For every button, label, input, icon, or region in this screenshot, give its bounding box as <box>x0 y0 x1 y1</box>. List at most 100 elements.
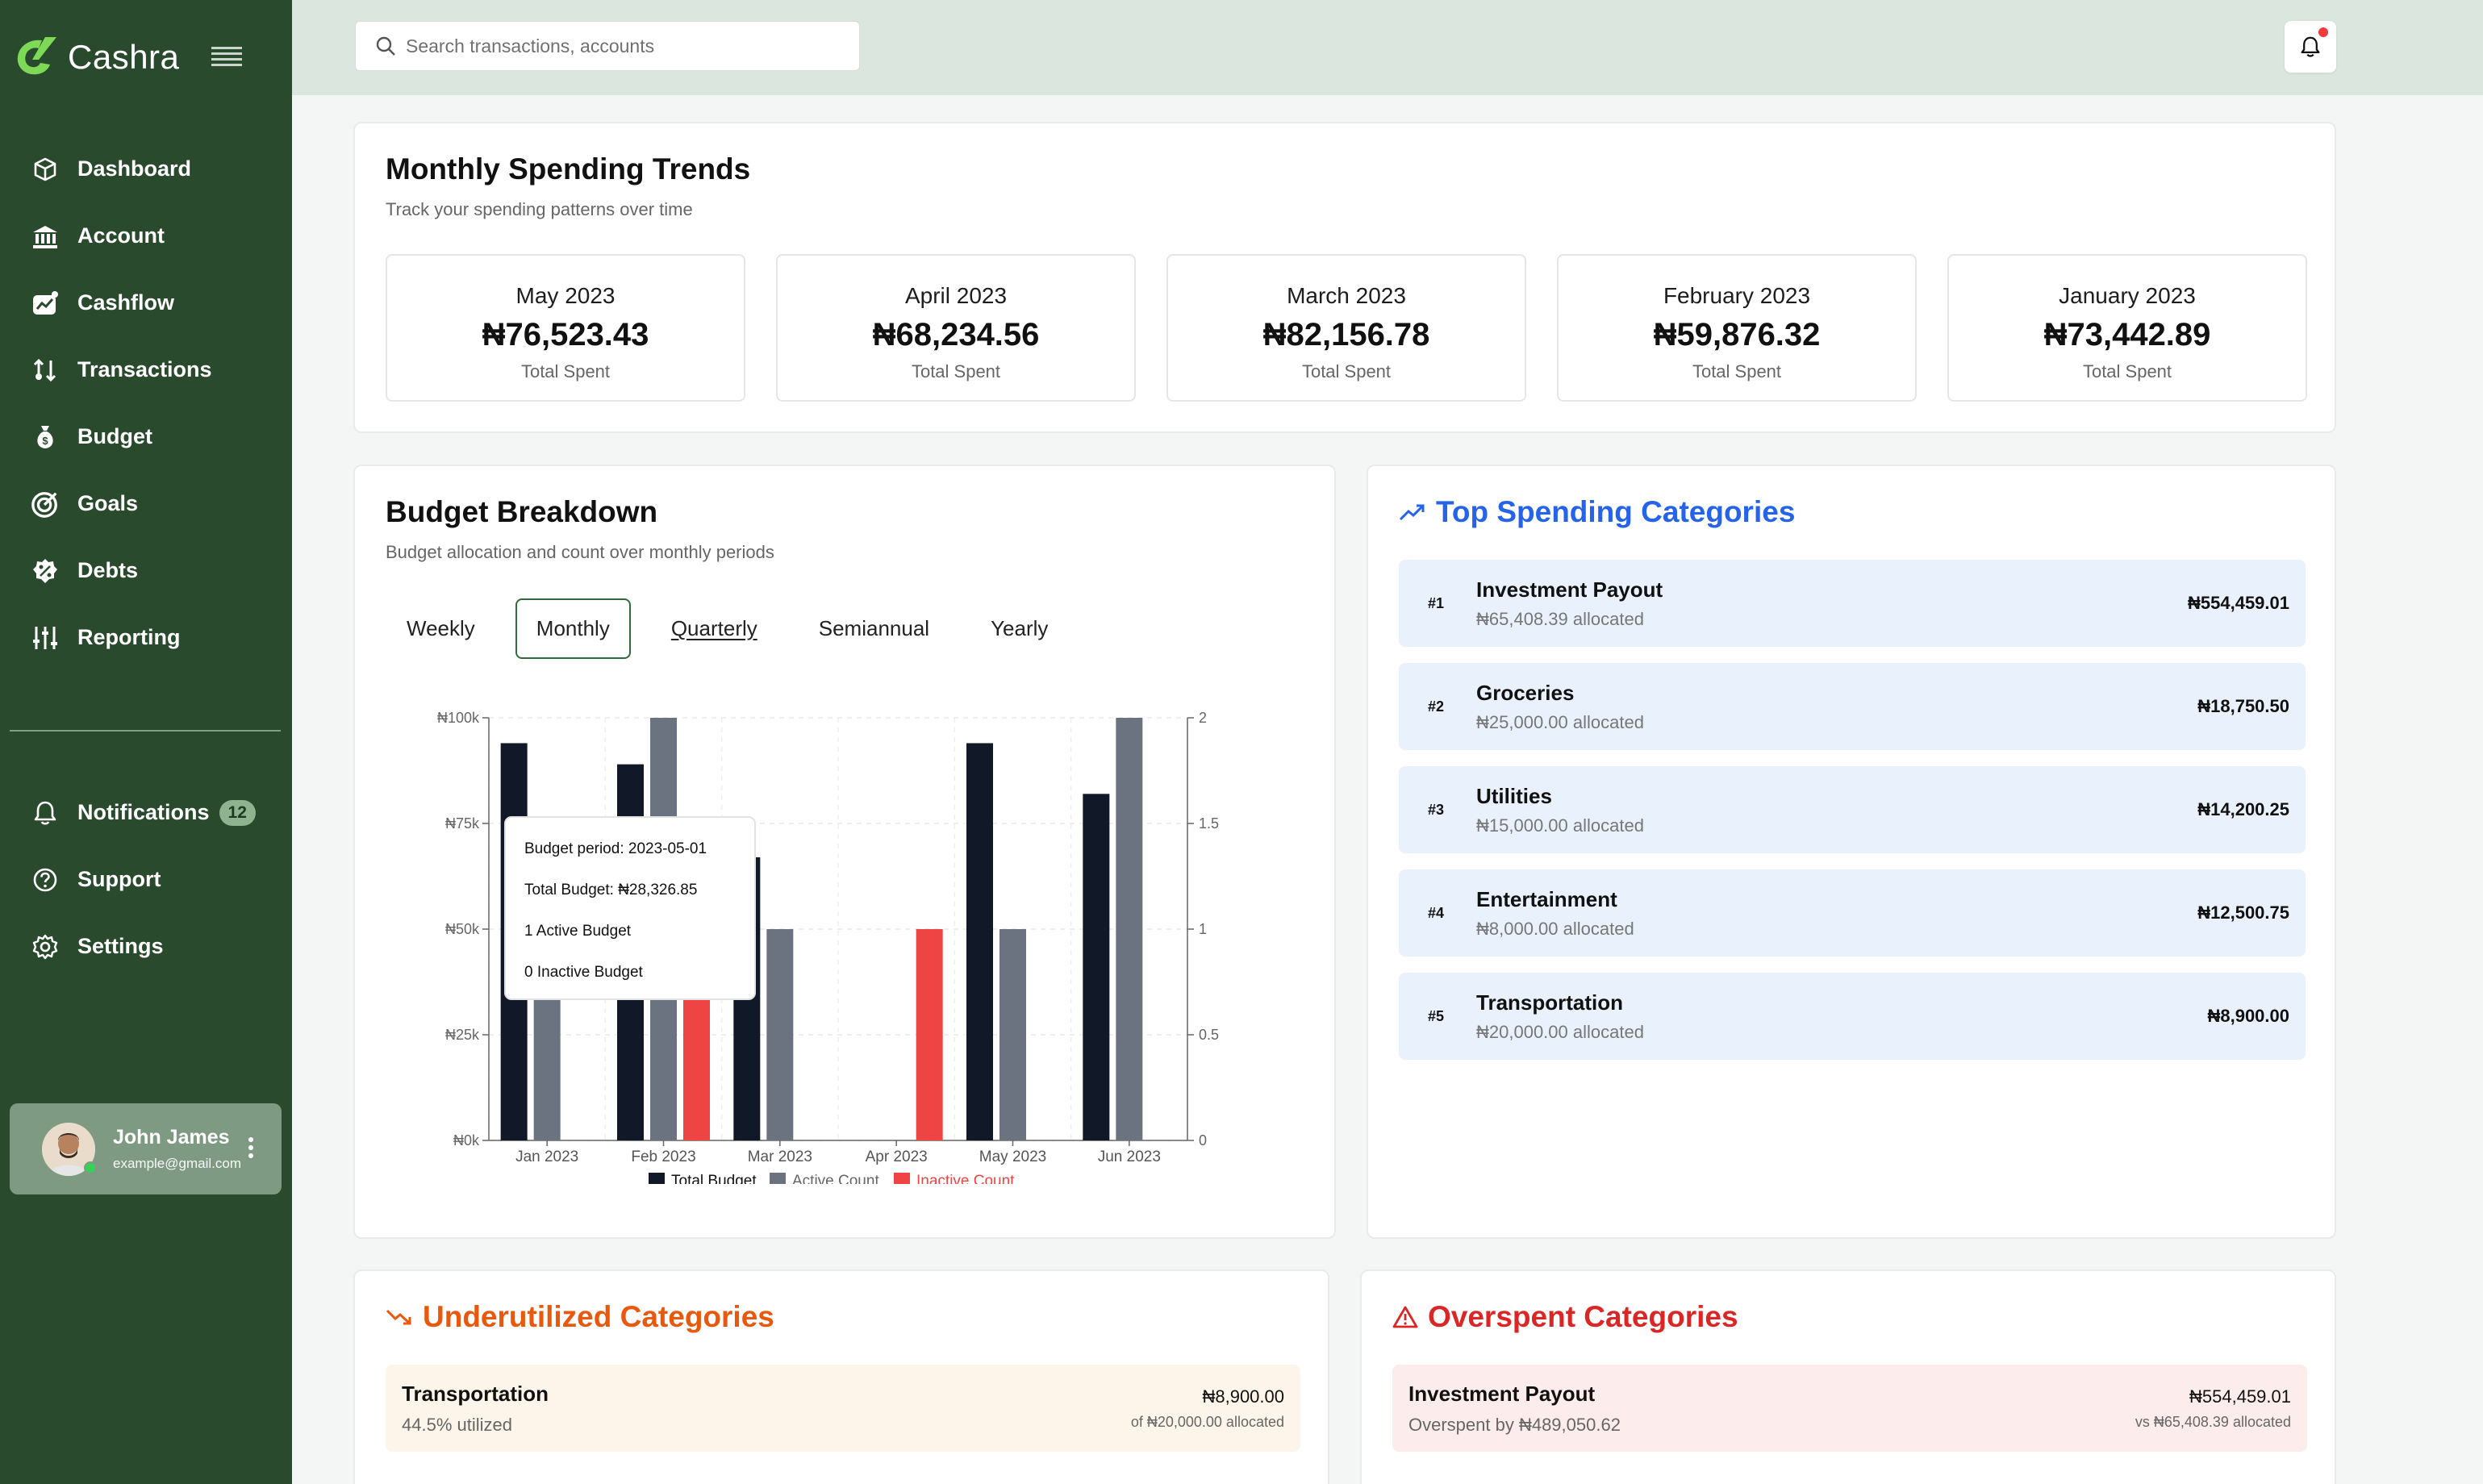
sidebar-item-debts[interactable]: Debts <box>0 537 292 604</box>
list-item[interactable]: #4 Entertainment ₦8,000.00 allocated ₦12… <box>1399 869 2306 957</box>
category-allocated: ₦20,000.00 allocated <box>1476 1021 1644 1042</box>
sidebar-item-notifications[interactable]: Notifications 12 <box>0 779 292 846</box>
category-name: Entertainment <box>1476 886 1617 911</box>
category-info: Entertainment ₦8,000.00 allocated <box>1476 887 2197 940</box>
month-card: February 2023 ₦59,876.32 Total Spent <box>1557 254 1917 402</box>
month-label: Total Spent <box>2082 361 2172 381</box>
user-email: example@gmail.com <box>113 1156 241 1171</box>
top-bar <box>292 0 2483 95</box>
card-title: Monthly Spending Trends <box>386 152 751 186</box>
tab-quarterly[interactable]: Quarterly <box>670 616 757 640</box>
sidebar-item-settings[interactable]: Settings <box>0 913 292 980</box>
month-name: April 2023 <box>904 283 1008 308</box>
month-label: Total Spent <box>1301 361 1392 381</box>
legend-swatch <box>770 1173 786 1184</box>
tab-weekly[interactable]: Weekly <box>407 616 475 640</box>
sidebar: Cashra Dashboard Account Cashflow <box>0 0 292 1484</box>
list-item[interactable]: Investment Payout Overspent by ₦489,050.… <box>1392 1365 2307 1452</box>
period-tabs: Weekly Monthly Quarterly Semiannual Year… <box>386 598 1088 659</box>
tab-monthly[interactable]: Monthly <box>515 598 631 659</box>
search-bar[interactable] <box>355 21 860 71</box>
category-info: Transportation ₦20,000.00 allocated <box>1476 990 2207 1043</box>
legend-label: Total Budget <box>671 1173 757 1184</box>
month-amount: ₦76,523.43 <box>482 317 649 352</box>
category-amounts: ₦554,459.01 vs ₦65,408.39 allocated <box>2135 1386 2291 1431</box>
month-amount: ₦68,234.56 <box>872 317 1040 352</box>
sidebar-item-cashflow[interactable]: Cashflow <box>0 269 292 336</box>
x-tick-label: Jun 2023 <box>1098 1148 1161 1165</box>
sidebar-item-dashboard[interactable]: Dashboard <box>0 135 292 202</box>
bar-total-budget <box>966 743 993 1140</box>
trending-down-icon <box>386 1309 411 1325</box>
search-input[interactable] <box>406 35 841 57</box>
sidebar-item-label: Dashboard <box>77 156 192 181</box>
x-tick-label: Feb 2023 <box>631 1148 695 1165</box>
y-right-tick-label: 0.5 <box>1199 1027 1219 1043</box>
sidebar-item-goals[interactable]: Goals <box>0 470 292 537</box>
category-info: Groceries ₦25,000.00 allocated <box>1476 681 2197 733</box>
legend-label: Active Count <box>792 1173 879 1184</box>
sidebar-item-label: Support <box>77 867 161 891</box>
bar-active-count <box>999 929 1026 1140</box>
category-allocated: ₦25,000.00 allocated <box>1476 711 1644 732</box>
month-card: April 2023 ₦68,234.56 Total Spent <box>776 254 1136 402</box>
sidebar-item-reporting[interactable]: Reporting <box>0 604 292 671</box>
month-amount: ₦59,876.32 <box>1653 317 1821 352</box>
category-amount: ₦554,459.01 <box>2188 593 2289 613</box>
category-allocated: of ₦20,000.00 allocated <box>1130 1413 1284 1430</box>
sidebar-item-support[interactable]: Support <box>0 846 292 913</box>
month-label: Total Spent <box>1692 361 1782 381</box>
tab-semiannual[interactable]: Semiannual <box>818 616 930 640</box>
category-info: Investment Payout ₦65,408.39 allocated <box>1476 577 2188 630</box>
badge-percent-icon <box>31 556 60 586</box>
category-name: Utilities <box>1476 783 1552 808</box>
list-item[interactable]: #5 Transportation ₦20,000.00 allocated ₦… <box>1399 973 2306 1060</box>
category-amount: ₦554,459.01 <box>2189 1386 2291 1407</box>
top-spending-categories-card: Top Spending Categories #1 Investment Pa… <box>1367 465 2336 1239</box>
notifications-button[interactable] <box>2285 21 2336 73</box>
x-tick-label: Mar 2023 <box>748 1148 812 1165</box>
user-info: John James example@gmail.com <box>113 1126 241 1172</box>
category-amount: ₦14,200.25 <box>2197 799 2289 819</box>
category-amount: ₦12,500.75 <box>2197 902 2289 923</box>
category-rank: #2 <box>1428 698 1445 715</box>
sidebar-item-transactions[interactable]: Transactions <box>0 336 292 403</box>
list-item[interactable]: #3 Utilities ₦15,000.00 allocated ₦14,20… <box>1399 766 2306 853</box>
category-utilization: 44.5% utilized <box>402 1414 512 1435</box>
chart-line-icon <box>31 289 60 318</box>
category-amount: ₦18,750.50 <box>2197 696 2289 716</box>
money-bag-icon: $ <box>31 423 60 452</box>
bell-icon <box>31 798 60 827</box>
cashra-logo-icon <box>17 37 56 75</box>
bar-active-count <box>1116 718 1143 1140</box>
overspent-categories-card: Overspent Categories Investment Payout O… <box>1360 1269 2336 1484</box>
tooltip-active: 1 Active Budget <box>524 923 632 940</box>
card-title: Underutilized Categories <box>386 1300 1297 1334</box>
list-item[interactable]: #2 Groceries ₦25,000.00 allocated ₦18,75… <box>1399 663 2306 750</box>
budget-bar-chart[interactable]: ₦0k 0 ₦25k 0.5 ₦50k 1 ₦75k 1.5 ₦100k 2 Jan 2023 Fe… <box>355 668 1337 1184</box>
category-allocated: vs ₦65,408.39 allocated <box>2135 1413 2291 1430</box>
sidebar-item-label: Goals <box>77 491 139 515</box>
list-item[interactable]: #1 Investment Payout ₦65,408.39 allocate… <box>1399 560 2306 647</box>
tab-yearly[interactable]: Yearly <box>991 616 1049 640</box>
user-profile-card[interactable]: John James example@gmail.com <box>10 1103 282 1194</box>
card-title-text: Top Spending Categories <box>1436 495 1796 528</box>
month-card: January 2023 ₦73,442.89 Total Spent <box>1947 254 2307 402</box>
sidebar-item-label: Reporting <box>77 625 181 649</box>
category-name: Transportation <box>402 1381 549 1406</box>
sidebar-item-account[interactable]: Account <box>0 202 292 269</box>
category-name: Groceries <box>1476 680 1575 705</box>
warning-triangle-icon <box>1392 1306 1418 1328</box>
month-name: May 2023 <box>515 283 616 308</box>
brand[interactable]: Cashra <box>10 32 179 82</box>
tooltip-total: Total Budget: ₦28,326.85 <box>524 882 697 898</box>
brand-name: Cashra <box>68 38 180 76</box>
list-item[interactable]: Transportation 44.5% utilized ₦8,900.00 … <box>386 1365 1300 1452</box>
notification-dot <box>2318 27 2328 37</box>
hamburger-menu-icon[interactable] <box>211 45 242 68</box>
more-vertical-icon[interactable] <box>248 1136 254 1160</box>
sidebar-item-budget[interactable]: $ Budget <box>0 403 292 470</box>
category-rank: #3 <box>1428 801 1445 818</box>
card-title-text: Overspent Categories <box>1428 1300 1738 1333</box>
month-amount: ₦73,442.89 <box>2043 317 2211 352</box>
